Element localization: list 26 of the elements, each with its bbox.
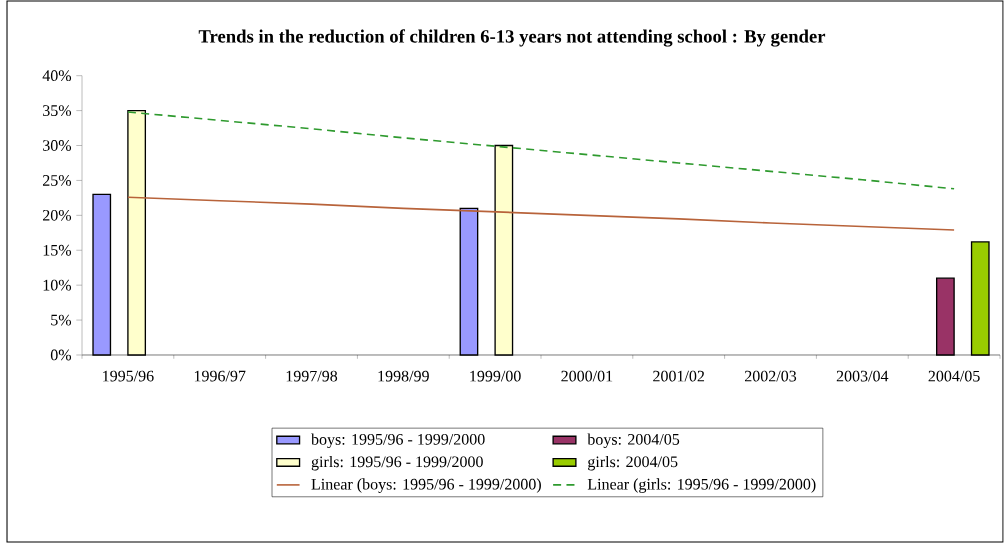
y-tick-label: 25%: [42, 175, 72, 186]
x-tick-label: 1996/97: [194, 370, 246, 382]
y-tick-label: 0%: [50, 349, 72, 361]
x-tick-label: 2001/02: [653, 370, 705, 382]
x-tick-label: 1998/99: [378, 370, 429, 382]
x-tick-label: 1997/98: [286, 370, 338, 382]
y-tick-label: 15%: [43, 244, 72, 256]
y-tick-label: 30%: [43, 140, 72, 151]
y-tick-label: 40%: [42, 70, 72, 82]
y-tick-label: 10%: [43, 279, 72, 291]
y-tick-label: 20%: [42, 209, 72, 221]
x-tick-label: 2002/03: [744, 370, 797, 382]
y-tick-label: 5%: [51, 314, 72, 326]
legend-label: girls: 1995/96 - 1999/2000: [311, 455, 483, 471]
x-tick-label: 2003/04: [836, 370, 889, 382]
legend-label: boys: 2004/05: [587, 433, 680, 449]
chart-title: Trends in the reduction of children 6-13 years not attending school : By gender: [198, 29, 826, 47]
x-tick-label: 2004/05: [928, 370, 980, 382]
x-tick-label: 1995/96: [103, 370, 154, 382]
legend-label: boys: 1995/96 - 1999/2000: [311, 433, 485, 449]
legend-label: girls: 2004/05: [588, 455, 678, 471]
x-tick-label: 2000/01: [561, 370, 613, 382]
y-tick-label: 35%: [43, 105, 72, 117]
legend-label: Linear (boys: 1995/96 - 1999/2000): [311, 478, 541, 493]
legend-label: Linear (girls: 1995/96 - 1999/2000): [587, 478, 816, 493]
x-tick-label: 1999/00: [470, 370, 521, 382]
